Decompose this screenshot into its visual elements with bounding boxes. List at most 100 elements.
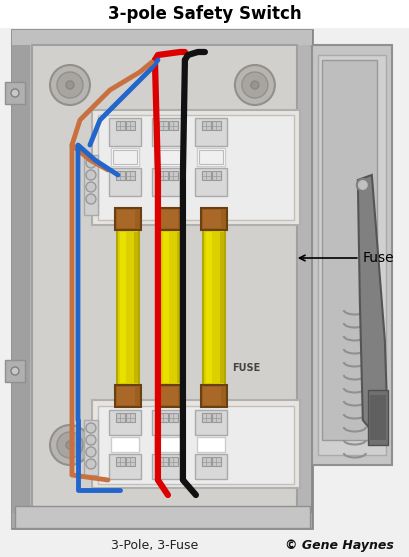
Circle shape — [250, 441, 258, 449]
Bar — [159, 413, 168, 422]
Bar — [160, 387, 178, 405]
Text: Fuse: Fuse — [362, 251, 393, 265]
Bar — [152, 118, 184, 146]
Bar — [155, 150, 180, 164]
Bar — [5, 360, 25, 382]
Bar — [202, 230, 225, 385]
Circle shape — [86, 182, 96, 192]
Bar — [219, 232, 223, 383]
Bar — [367, 390, 387, 445]
Circle shape — [356, 179, 368, 191]
Bar — [201, 413, 210, 422]
Bar — [177, 232, 180, 383]
Bar — [201, 171, 210, 180]
Bar — [153, 148, 182, 166]
Bar — [109, 410, 141, 435]
Circle shape — [241, 432, 267, 458]
Bar — [211, 121, 220, 130]
Bar — [126, 413, 135, 422]
Bar — [117, 210, 135, 228]
Circle shape — [86, 459, 96, 469]
Text: 3-pole Safety Switch: 3-pole Safety Switch — [108, 5, 301, 23]
Bar — [311, 45, 391, 465]
Bar — [194, 410, 226, 435]
Bar — [321, 60, 376, 440]
Bar — [109, 168, 141, 196]
Circle shape — [241, 72, 267, 98]
Bar — [169, 171, 178, 180]
Bar — [98, 406, 293, 484]
Bar — [12, 30, 311, 45]
Bar — [84, 155, 98, 215]
Circle shape — [66, 441, 74, 449]
Bar — [169, 121, 178, 130]
Bar — [92, 110, 299, 225]
Bar — [12, 30, 30, 528]
Bar — [111, 437, 139, 452]
Circle shape — [86, 170, 96, 180]
Bar — [194, 118, 226, 146]
Bar — [126, 171, 135, 180]
Bar — [202, 387, 220, 405]
Bar — [153, 437, 182, 452]
Bar — [134, 232, 137, 383]
Bar — [115, 385, 141, 407]
Bar — [201, 121, 210, 130]
Circle shape — [50, 65, 90, 105]
Bar — [116, 413, 125, 422]
Bar — [201, 457, 210, 466]
Bar — [84, 420, 98, 475]
Bar — [211, 457, 220, 466]
Circle shape — [86, 435, 96, 445]
Bar — [116, 121, 125, 130]
Bar — [117, 230, 139, 385]
Circle shape — [86, 158, 96, 168]
Circle shape — [234, 65, 274, 105]
Bar — [196, 148, 225, 166]
Bar — [0, 0, 409, 28]
Bar — [112, 150, 137, 164]
Bar — [120, 232, 126, 383]
Circle shape — [250, 81, 258, 89]
Bar — [92, 400, 299, 488]
Bar — [152, 454, 184, 479]
Text: 3-Pole, 3-Fuse: 3-Pole, 3-Fuse — [111, 539, 198, 551]
Circle shape — [11, 367, 19, 375]
Circle shape — [50, 425, 90, 465]
Text: © Gene Haynes: © Gene Haynes — [285, 539, 393, 551]
Bar — [152, 168, 184, 196]
Bar — [15, 506, 309, 528]
Bar — [200, 208, 226, 230]
Bar — [116, 171, 125, 180]
Bar — [12, 30, 311, 528]
Circle shape — [57, 72, 83, 98]
Bar — [98, 115, 293, 220]
Bar — [211, 413, 220, 422]
Bar — [32, 45, 296, 523]
Bar — [5, 82, 25, 104]
Circle shape — [11, 89, 19, 97]
Bar — [211, 171, 220, 180]
Circle shape — [86, 194, 96, 204]
Circle shape — [86, 423, 96, 433]
Bar — [369, 395, 385, 440]
Bar — [162, 232, 169, 383]
Bar — [160, 230, 182, 385]
Text: FUSE: FUSE — [231, 363, 259, 373]
Bar — [126, 121, 135, 130]
Bar — [126, 457, 135, 466]
Polygon shape — [357, 175, 387, 435]
Bar — [205, 232, 211, 383]
Bar — [194, 168, 226, 196]
Bar — [202, 210, 220, 228]
Circle shape — [57, 432, 83, 458]
Bar — [116, 457, 125, 466]
Bar — [194, 454, 226, 479]
Bar — [159, 457, 168, 466]
Bar — [157, 208, 184, 230]
Bar — [117, 387, 135, 405]
Bar — [115, 208, 141, 230]
Bar — [198, 150, 222, 164]
Bar — [159, 121, 168, 130]
Bar — [12, 513, 311, 528]
